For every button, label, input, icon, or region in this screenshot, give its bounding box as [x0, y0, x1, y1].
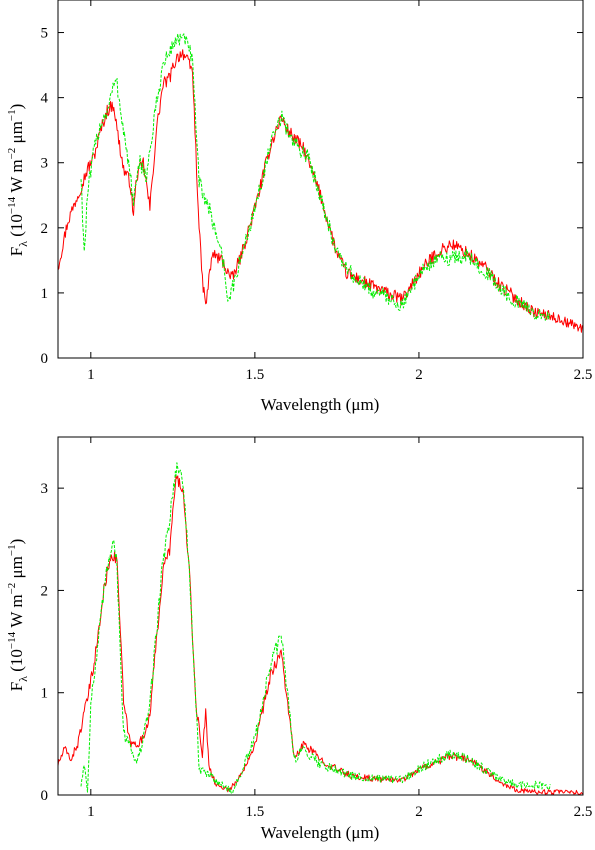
- y-axis-label: Fλ (10−14 W m−2 μm−1): [6, 539, 30, 692]
- plot-frame: [57, 436, 584, 796]
- y-tick-label: 4: [41, 91, 49, 107]
- y-tick-label: 1: [41, 686, 49, 702]
- x-tick-label: 2: [415, 367, 423, 383]
- series-line-red: [58, 475, 583, 795]
- y-tick-label: 3: [41, 156, 49, 172]
- y-tick-label: 0: [41, 788, 49, 804]
- chart-bottom: 1 1.5 2 2.5 0 1 2 3 Wavelength (μm) Fλ (10−14 W…: [6, 436, 593, 842]
- y-tick-label: 1: [41, 286, 49, 302]
- y-tick-label: 5: [41, 26, 49, 42]
- x-axis-label: Wavelength (μm): [261, 395, 380, 414]
- x-tick-label: 2: [415, 804, 423, 820]
- series-line-green: [80, 33, 551, 321]
- x-tick-label: 2.5: [574, 367, 593, 383]
- y-tick-label: 3: [41, 481, 49, 497]
- plot-frame: [57, 0, 584, 359]
- y-tick-label: 2: [41, 583, 49, 599]
- x-tick-label: 2.5: [574, 804, 593, 820]
- x-tick-label: 1.5: [246, 367, 265, 383]
- chart-top: 1 1.5 2 2.5 0 1 2 3 4 5 Wavelength (μm) Fλ (10−14…: [6, 0, 592, 414]
- x-axis-label: Wavelength (μm): [261, 823, 380, 842]
- x-tick-label: 1: [87, 367, 95, 383]
- series-line-green: [80, 462, 551, 795]
- y-tick-label: 0: [41, 351, 49, 367]
- x-tick-label: 1: [87, 804, 95, 820]
- y-tick-label: 2: [41, 221, 49, 237]
- y-axis-label: Fλ (10−14 W m−2 μm−1): [6, 104, 30, 257]
- x-tick-label: 1.5: [246, 804, 265, 820]
